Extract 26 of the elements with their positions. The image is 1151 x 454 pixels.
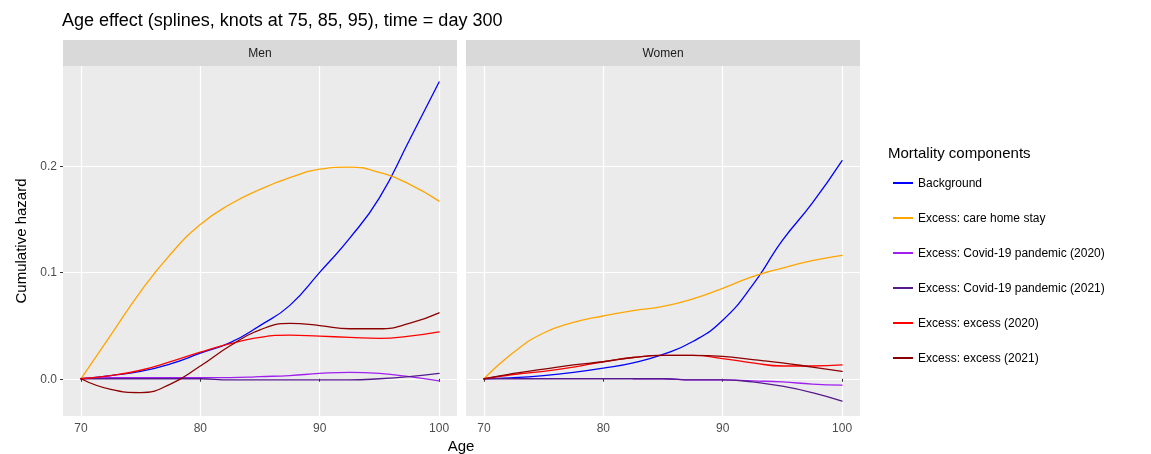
legend-label: Background xyxy=(918,176,983,190)
x-tick-label: 70 xyxy=(74,421,88,435)
x-axis-title: Age xyxy=(447,436,475,454)
y-axis-title: Cumulative hazard xyxy=(11,178,29,304)
x-tick-label: 100 xyxy=(429,421,450,435)
chart-title: Age effect (splines, knots at 75, 85, 95), time = day 300 xyxy=(62,10,503,30)
legend-label: Excess: excess (2020) xyxy=(918,316,1039,330)
y-tick-label: 0.0 xyxy=(40,371,58,386)
x-tick-label: 90 xyxy=(313,421,327,435)
x-tick-label: 80 xyxy=(596,421,611,435)
line-series xyxy=(80,312,440,394)
chart-subtitle: Men xyxy=(248,46,272,60)
line-series xyxy=(80,166,440,380)
y-tick-label: 0.1 xyxy=(40,265,58,280)
x-tick-label: 90 xyxy=(716,421,730,435)
legend-label: Excess: care home stay xyxy=(918,211,1046,225)
x-tick-label: 100 xyxy=(832,421,853,435)
x-tick-label: 80 xyxy=(193,421,208,435)
legend-title: Mortality components xyxy=(888,143,1031,161)
legend-label: Excess: Covid-19 pandemic (2020) xyxy=(918,246,1105,260)
chart-subtitle: Women xyxy=(642,46,684,60)
x-tick-label: 70 xyxy=(477,421,491,435)
legend-label: Excess: excess (2021) xyxy=(918,351,1039,365)
line-series xyxy=(80,331,440,380)
legend-label: Excess: Covid-19 pandemic (2021) xyxy=(918,281,1105,295)
y-tick-label: 0.2 xyxy=(40,159,58,173)
